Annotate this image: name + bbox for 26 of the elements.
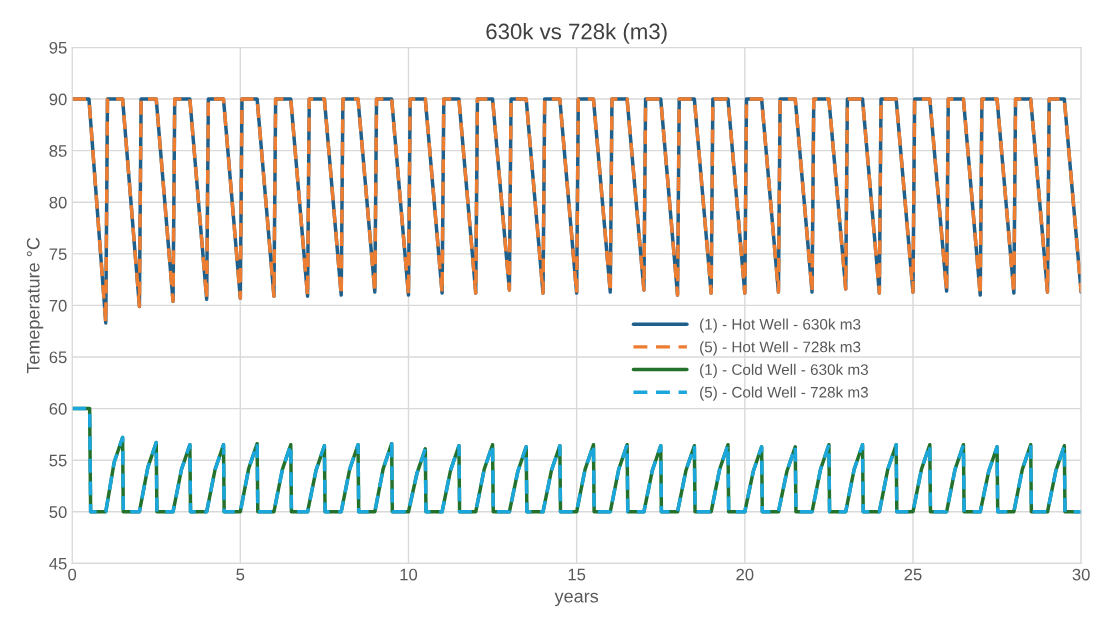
legend-label: (1) - Hot Well - 630k m3 — [700, 318, 861, 333]
y-tick-label: 45 — [49, 557, 67, 570]
x-tick-label: 25 — [904, 568, 922, 581]
y-tick-label: 90 — [49, 93, 67, 106]
y-tick-label: 55 — [49, 454, 67, 467]
y-tick-label: 50 — [49, 506, 67, 518]
y-tick-label: 70 — [49, 299, 67, 312]
y-tick-label: 85 — [49, 145, 67, 157]
y-tick-label: 95 — [49, 41, 67, 54]
y-tick-label: 80 — [49, 196, 67, 209]
x-tick-label: 30 — [1072, 568, 1090, 581]
y-tick-label: 75 — [49, 248, 67, 261]
legend-label: (5) - Hot Well - 728k m3 — [700, 341, 861, 356]
x-tick-label: 0 — [68, 568, 77, 581]
y-tick-label: 60 — [49, 403, 67, 415]
x-tick-label: 5 — [236, 568, 245, 581]
x-tick-label: 15 — [568, 568, 586, 581]
x-axis-title: years — [554, 592, 599, 607]
y-axis-title: Temeperature °C — [26, 237, 44, 374]
legend-label: (1) - Cold Well - 630k m3 — [700, 363, 868, 379]
x-tick-label: 20 — [736, 568, 754, 581]
legend-label: (5) - Cold Well - 728k m3 — [700, 386, 868, 401]
chart-title: 630k vs 728k (m3) — [486, 23, 667, 44]
line-series — [72, 406, 1082, 514]
y-tick-label: 65 — [49, 351, 67, 364]
x-tick-label: 10 — [400, 568, 418, 581]
